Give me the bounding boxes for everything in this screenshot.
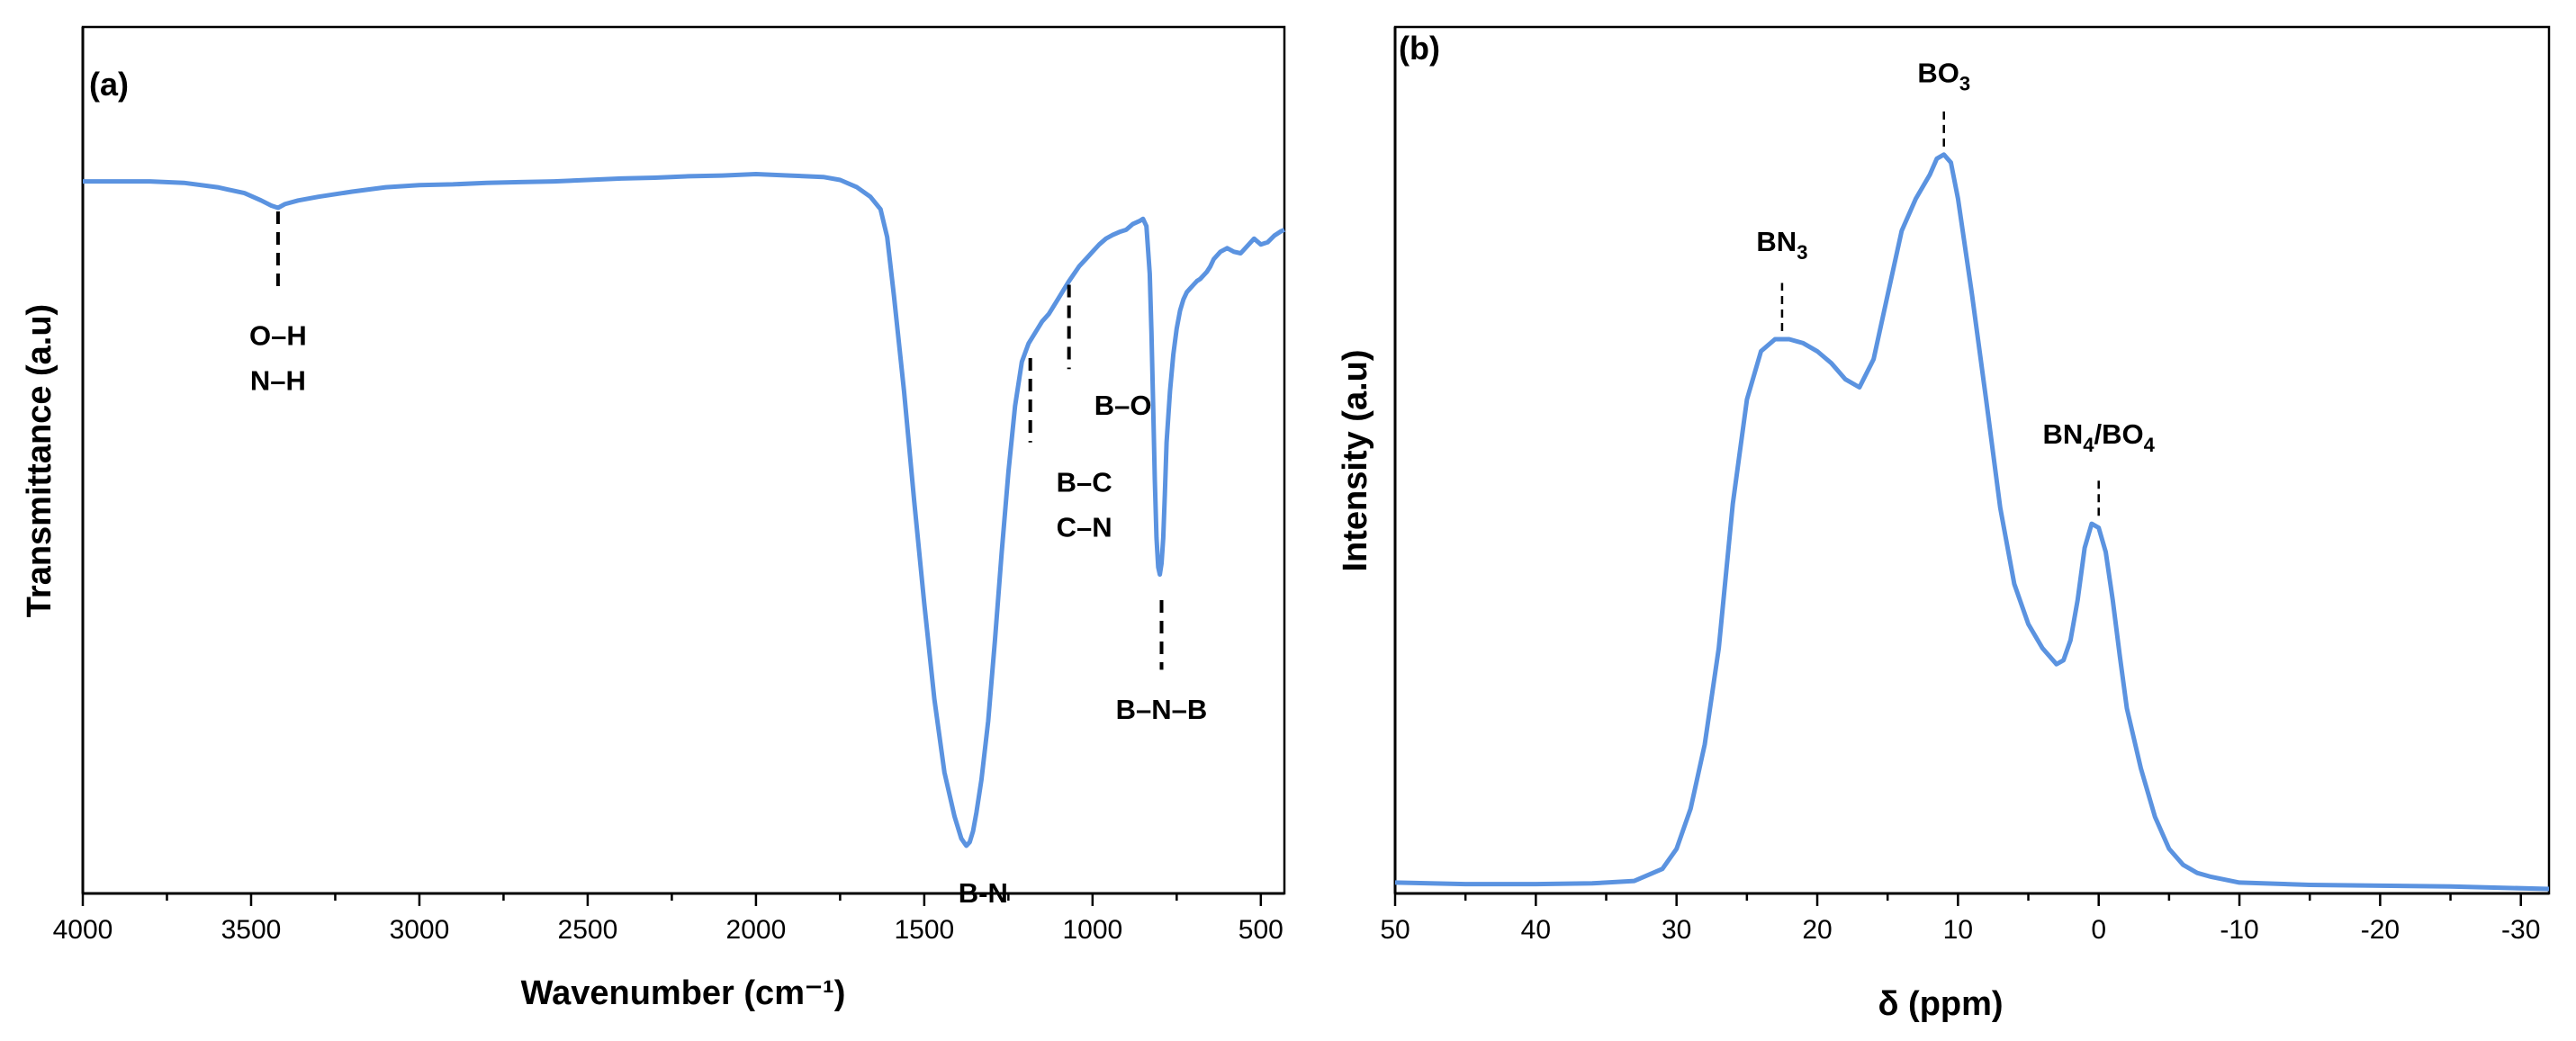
panel-b-x-tick-label: 30 — [1662, 915, 1691, 945]
panel-a-x-tick-label: 4000 — [53, 915, 113, 945]
peak-label-main: BN — [1756, 226, 1797, 257]
panel-b-x-tick-label: -30 — [2501, 915, 2540, 945]
panel-a-x-tick-label: 2000 — [726, 915, 787, 945]
panel-a-peak-label: B–N–B — [1116, 694, 1208, 725]
panel-a-peak-label: B-N — [959, 877, 1008, 909]
panel-b-peak-label: BN4/BO4 — [2043, 418, 2156, 456]
panel-a-x-tick-label: 500 — [1238, 915, 1283, 945]
panel-a-peak-label: C–N — [1057, 511, 1112, 543]
panel-a-annotations: O–H N–H B–C C–N B–O B–N–B B-N — [249, 211, 1207, 909]
panel-a-series — [83, 172, 1285, 848]
panel-a-peak-label: B–C — [1057, 466, 1112, 498]
panel-a-x-tick-label: 1000 — [1062, 915, 1122, 945]
panel-a-x-axis-title: Wavenumber (cm⁻¹) — [521, 974, 846, 1012]
peak-label-main: BN — [2043, 418, 2084, 450]
peak-label-sub: 4 — [2083, 434, 2094, 456]
panel-b-x-tick-label: 50 — [1380, 915, 1410, 945]
panel-b-x-tick-label: 0 — [2091, 915, 2106, 945]
panel-a-y-axis-title: Transmittance (a.u) — [21, 304, 59, 617]
panel-a-label: (a) — [89, 66, 129, 103]
panel-b-peak-label: BO3 — [1917, 58, 1970, 95]
panel-b-x-tick-label: 20 — [1802, 915, 1832, 945]
panel-a-x-tick-label: 3000 — [390, 915, 450, 945]
panel-a-x-tick-label: 3500 — [221, 915, 282, 945]
panel-b-frame — [1393, 25, 2551, 895]
peak-label-main: BO — [1917, 58, 1959, 89]
panel-b-x-ticks: 50 40 30 20 10 0 -10 -20 -30 — [1380, 893, 2540, 945]
panel-b-series — [1394, 152, 2550, 892]
panel-a-series-line — [83, 172, 1285, 848]
panel-b-x-tick-label: 10 — [1943, 915, 1973, 945]
peak-label-sub: 3 — [1959, 73, 1970, 95]
panel-b-peak-label: BN3 — [1756, 226, 1807, 264]
panel-a-peak-label: N–H — [250, 364, 306, 396]
panel-a-x-ticks: 4000 3500 3000 2500 2000 1500 1000 500 — [53, 893, 1283, 945]
peak-label-tail: /BO — [2094, 418, 2144, 450]
panel-b-x-axis-title: δ (ppm) — [1878, 985, 2003, 1023]
panel-a-peak-label: B–O — [1094, 390, 1152, 421]
panel-a-peak-label: O–H — [249, 319, 307, 351]
panel-b-x-tick-label: -20 — [2361, 915, 2400, 945]
panel-b-nmr: (b) δ (ppm) Intensity (a.u) 50 40 30 20 10 0 -… — [1337, 25, 2551, 1023]
panel-a-x-tick-label: 1500 — [894, 915, 954, 945]
peak-label-sub2: 4 — [2144, 434, 2156, 456]
peak-label-sub: 3 — [1797, 241, 1807, 264]
panel-a-frame — [81, 25, 1286, 895]
panel-b-y-axis-title: Intensity (a.u) — [1337, 349, 1374, 571]
panel-a-x-tick-label: 2500 — [558, 915, 618, 945]
panel-b-x-tick-label: 40 — [1521, 915, 1551, 945]
panel-a-ftir: (a) Wavenumber (cm⁻¹) Transmittance (a.u… — [21, 25, 1286, 1012]
panel-b-x-tick-label: -10 — [2220, 915, 2258, 945]
panel-b-label: (b) — [1399, 30, 1440, 67]
panel-b-series-line — [1394, 152, 2550, 892]
